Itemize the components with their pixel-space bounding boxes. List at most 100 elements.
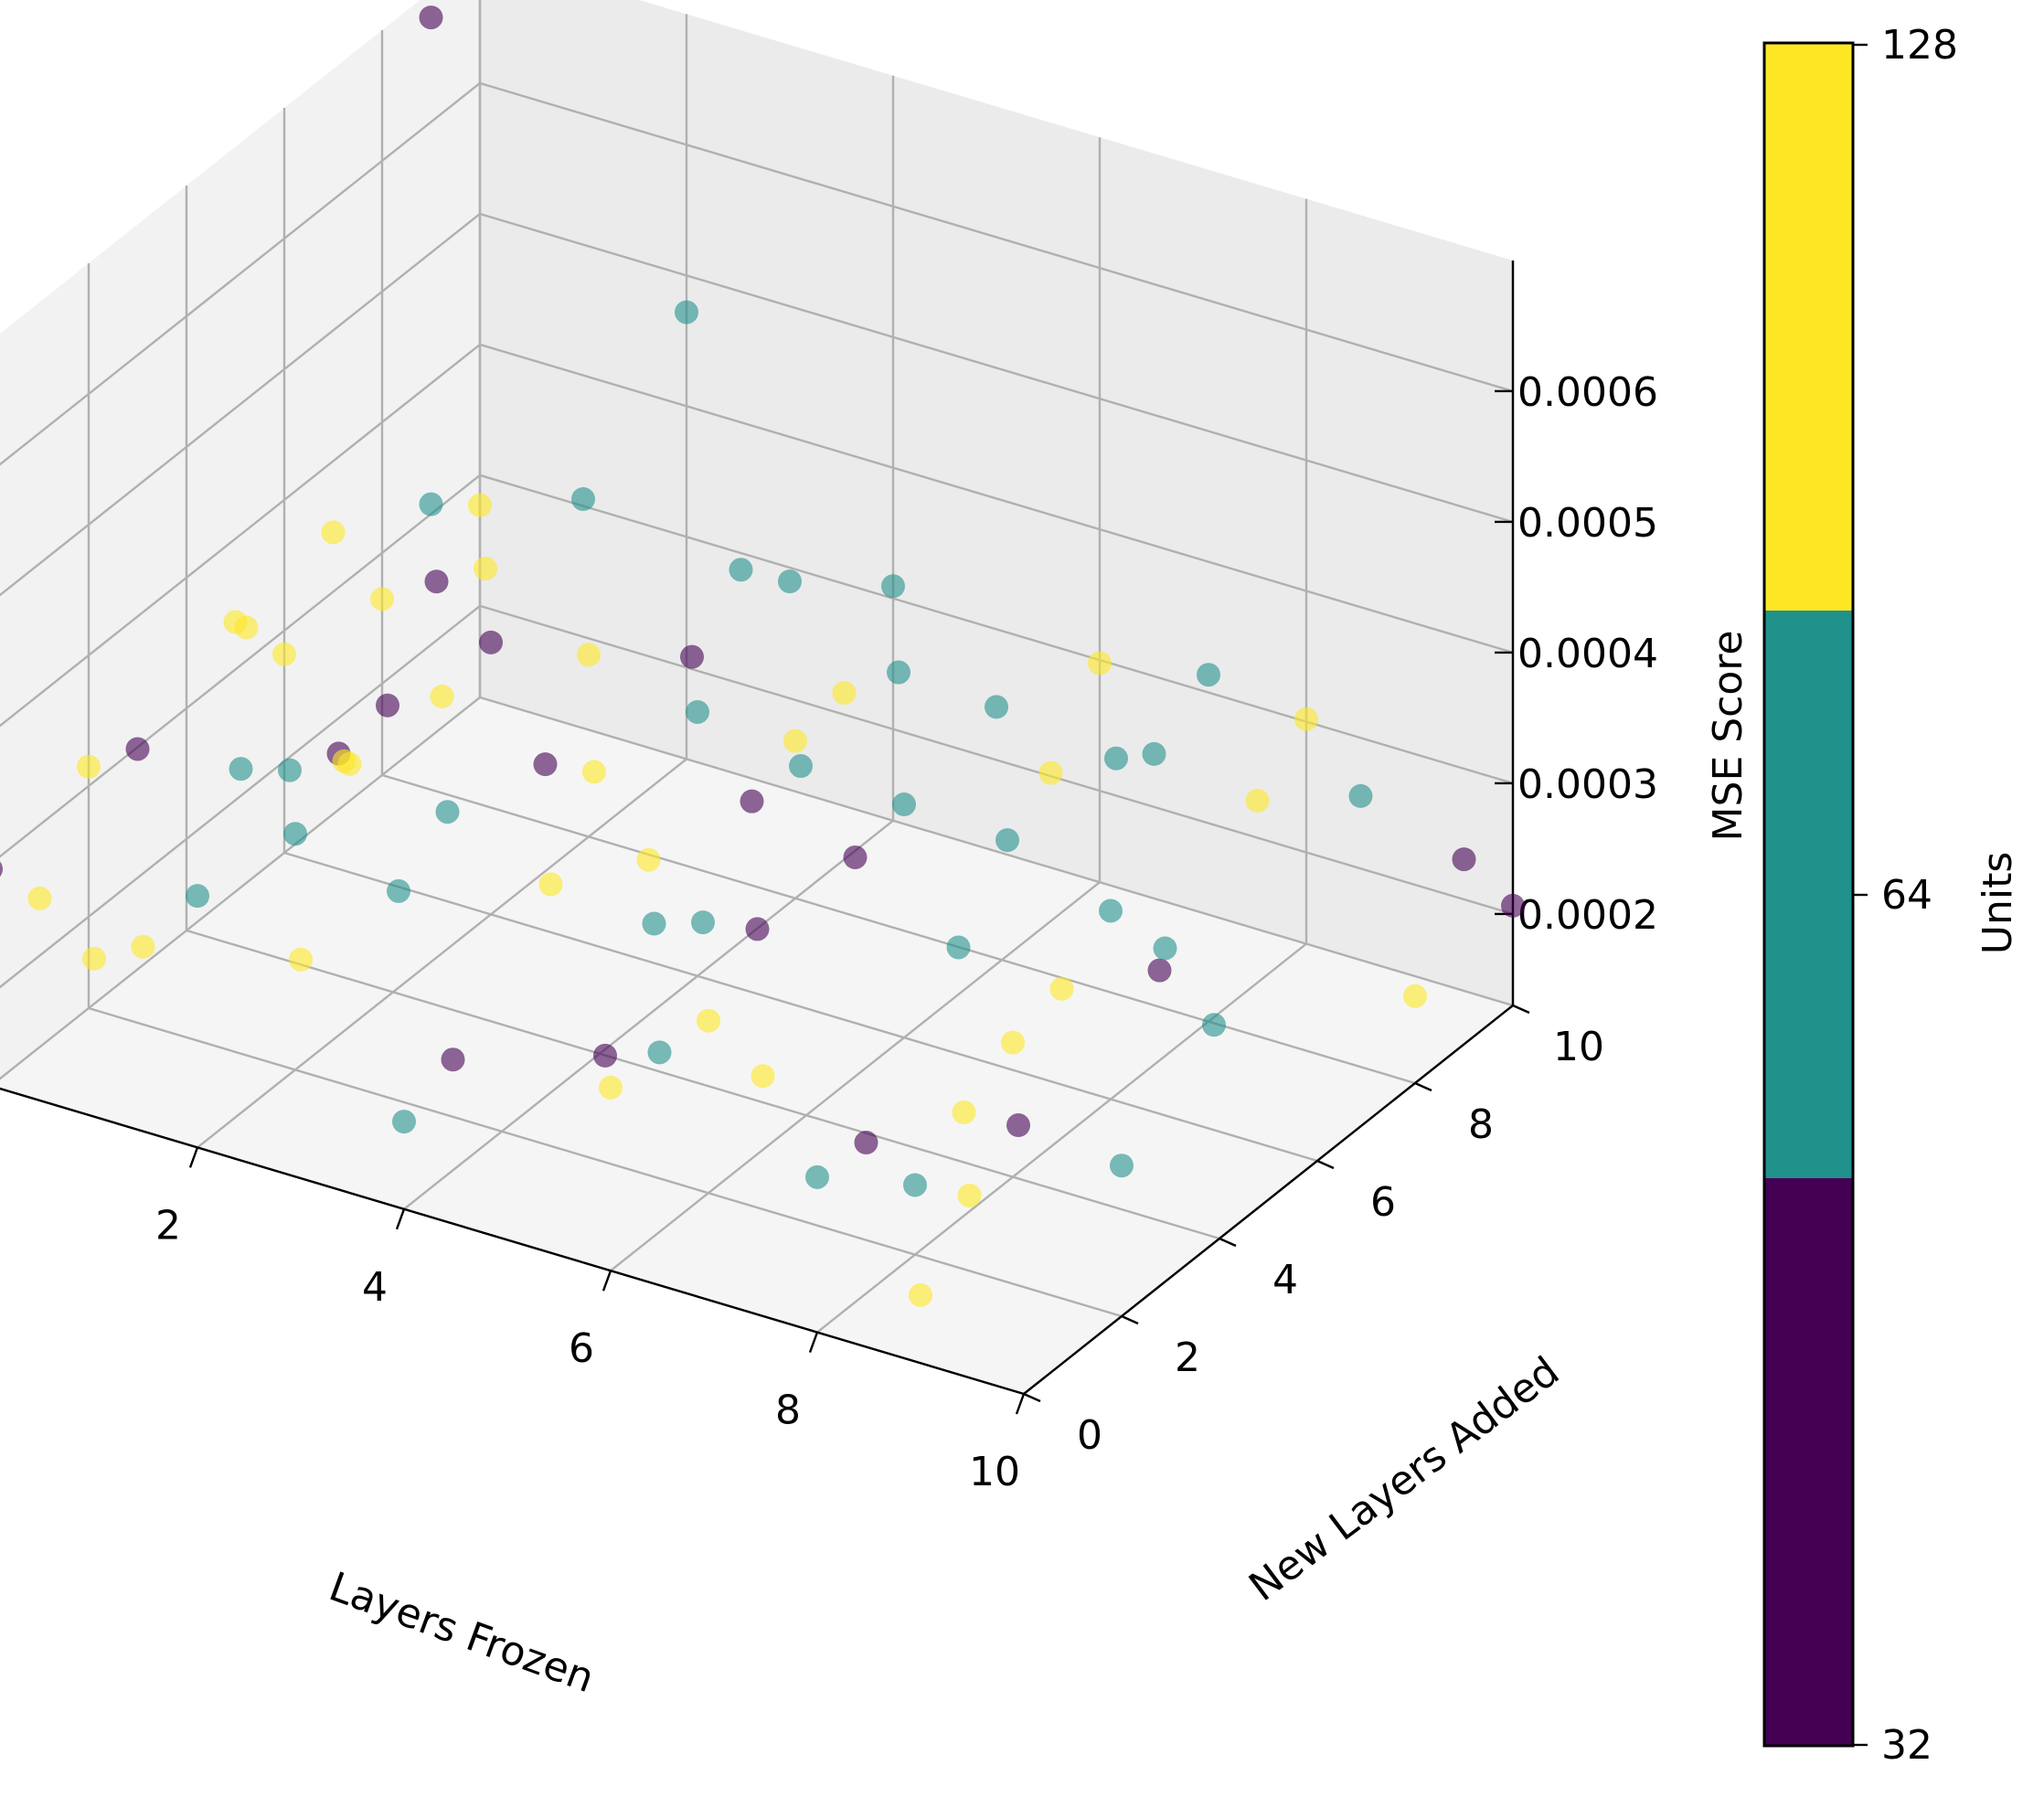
gridline-floor-x — [403, 819, 894, 1210]
scatter-point — [577, 643, 601, 667]
z-tick-label: 0.0005 — [1517, 500, 1658, 547]
scatter-point — [843, 845, 868, 869]
scatter-point — [1088, 651, 1112, 675]
scatter-point — [599, 1075, 623, 1100]
gridline-left-z — [0, 82, 481, 466]
x-tick — [395, 1208, 406, 1230]
colorbar-tick-label-32: 32 — [1881, 1722, 1932, 1769]
scatter-point — [27, 886, 52, 910]
scatter-point — [392, 1110, 416, 1134]
scatter-point — [468, 493, 492, 517]
scatter-point — [729, 558, 753, 582]
scatter-point — [283, 822, 307, 846]
gridline-floor-y — [381, 773, 1416, 1085]
scatter-point — [424, 569, 449, 594]
gridline-floor-x — [610, 881, 1101, 1272]
scatter-point — [686, 699, 709, 724]
scatter-point — [892, 792, 916, 817]
scatter-point — [887, 660, 910, 685]
scatter-point — [1001, 1030, 1025, 1055]
colorbar-tick-label-128: 128 — [1881, 22, 1958, 69]
gridline-left-z — [0, 473, 481, 858]
scatter-point — [1294, 707, 1318, 731]
scatter-point — [419, 492, 443, 516]
scatter-point — [321, 520, 346, 545]
x-tick — [1015, 1393, 1026, 1415]
scatter-point — [1006, 1113, 1030, 1138]
scatter-point — [642, 911, 666, 936]
colorbar-tick-label-64: 64 — [1881, 872, 1932, 919]
y-tick — [1121, 1314, 1139, 1325]
y-axis-line — [1023, 1005, 1514, 1395]
gridline-back-z — [479, 604, 1514, 916]
gridline-back-z — [479, 81, 1514, 393]
floor-pane — [0, 697, 1513, 1394]
scatter-point — [946, 935, 971, 960]
scatter-point — [675, 300, 698, 324]
scatter-point — [778, 569, 802, 594]
gridline-left-z — [0, 344, 481, 728]
gridline-floor-y — [479, 696, 1514, 1007]
y-tick-label: 4 — [1272, 1257, 1298, 1303]
scatter-point — [1110, 1154, 1134, 1178]
gridline-left-z — [0, 213, 481, 597]
scatter-point — [186, 884, 209, 909]
axes-ticks: 024681002468100.00020.00030.00040.00050.… — [155, 369, 1658, 1495]
x-tick-label: 4 — [362, 1264, 388, 1311]
x-tick-label: 2 — [155, 1202, 181, 1249]
gridline-floor-y — [283, 851, 1318, 1163]
scatter-point — [479, 630, 503, 654]
scatter-point — [337, 751, 362, 776]
y-tick-label: 8 — [1468, 1101, 1494, 1148]
scatter-point — [289, 947, 313, 972]
gridline-back-z — [479, 473, 1514, 785]
scatter-point — [1202, 1013, 1226, 1037]
y-tick-label: 10 — [1553, 1024, 1604, 1070]
gridline-floor-x — [816, 942, 1307, 1334]
scatter-point — [430, 684, 454, 708]
scatter-point — [593, 1043, 617, 1068]
scatter-point — [125, 737, 150, 761]
scatter-point — [647, 1040, 672, 1065]
scatter-point — [1104, 746, 1128, 771]
y-tick — [1414, 1081, 1432, 1092]
scatter-point — [229, 757, 253, 782]
scatter-point — [82, 946, 106, 971]
scatter-point — [1142, 741, 1166, 766]
scatter-point — [1245, 788, 1270, 813]
axes-lines — [0, 261, 1515, 1396]
colorbar-title: Units — [1975, 852, 2021, 955]
y-tick-label: 0 — [1077, 1412, 1102, 1459]
colorbar-segment-64 — [1764, 611, 1853, 1178]
gridline-floor-y — [186, 929, 1220, 1240]
scatter-point — [131, 934, 155, 959]
scatter-point — [571, 487, 595, 512]
scatter-point — [278, 758, 302, 782]
scatter-point — [1038, 760, 1063, 785]
x-tick-label: 10 — [969, 1449, 1020, 1495]
axes-panes — [0, 0, 1513, 1394]
left-pane — [0, 0, 480, 1079]
y-tick — [1512, 1004, 1530, 1015]
scatter-point — [909, 1282, 932, 1307]
data-points — [0, 5, 1525, 1307]
scatter-point — [582, 760, 606, 784]
scatter-point — [1348, 783, 1373, 808]
x-axis-line — [0, 1087, 1025, 1396]
scatter-point — [419, 5, 443, 30]
scatter-point — [952, 1100, 976, 1124]
scatter-point — [1153, 936, 1177, 961]
scatter-point — [691, 910, 715, 935]
x-tick — [808, 1332, 819, 1354]
scatter-point — [441, 1047, 465, 1072]
scatter-point — [985, 695, 1008, 719]
gridline-back-z — [479, 343, 1514, 654]
scatter-point — [1452, 847, 1476, 872]
scatter-point — [1403, 984, 1427, 1008]
scatter-point — [903, 1173, 927, 1197]
back-pane — [480, 0, 1513, 1005]
z-axis-title: MSE Score — [1705, 631, 1751, 842]
gridline-floor-x — [0, 696, 481, 1080]
gridline-floor-y — [88, 1006, 1123, 1318]
